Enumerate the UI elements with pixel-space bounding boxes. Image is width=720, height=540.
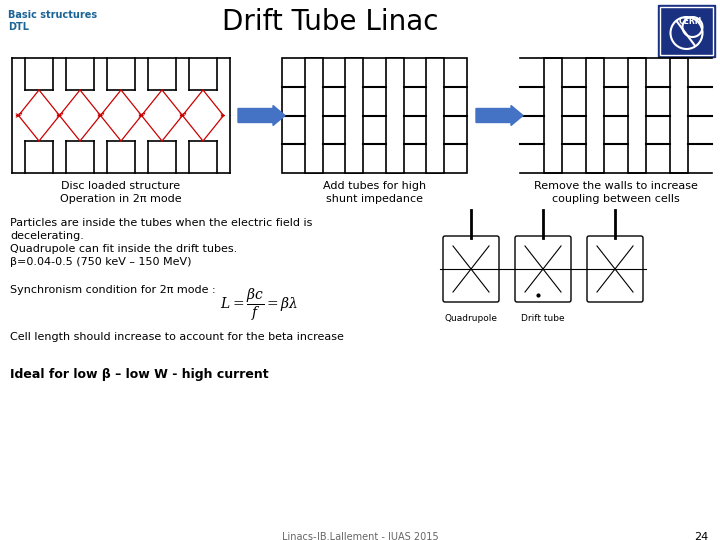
Bar [658,5,715,57]
Bar [628,58,646,173]
Text: $L = \dfrac{\beta c}{f} = \beta\lambda$: $L = \dfrac{\beta c}{f} = \beta\lambda$ [220,287,298,323]
FancyArrow shape [476,105,523,125]
Text: Cell length should increase to account for the beta increase: Cell length should increase to account f… [10,332,344,342]
Text: Linacs-JB.Lallement - JUAS 2015: Linacs-JB.Lallement - JUAS 2015 [282,532,438,540]
Text: Disc loaded structure: Disc loaded structure [61,181,181,191]
Text: CERN: CERN [678,17,702,25]
Bar [282,58,467,173]
Bar [345,58,363,173]
FancyArrow shape [238,105,285,125]
Text: DTL: DTL [8,22,29,32]
Bar [386,58,404,173]
Text: β=0.04-0.5 (750 keV – 150 MeV): β=0.04-0.5 (750 keV – 150 MeV) [10,257,192,267]
Bar [670,58,688,173]
Text: Basic structures: Basic structures [8,10,97,20]
Text: Operation in 2π mode: Operation in 2π mode [60,194,182,204]
FancyBboxPatch shape [587,236,643,302]
Text: Quadrupole: Quadrupole [444,314,498,323]
Text: Synchronism condition for 2π mode :: Synchronism condition for 2π mode : [10,285,226,295]
Text: Drift Tube Linac: Drift Tube Linac [222,8,438,36]
Text: decelerating.: decelerating. [10,231,84,241]
Text: Remove the walls to increase: Remove the walls to increase [534,181,698,191]
Text: shunt impedance: shunt impedance [326,194,423,204]
Bar [586,58,604,173]
Text: Add tubes for high: Add tubes for high [323,181,426,191]
Text: coupling between cells: coupling between cells [552,194,680,204]
Text: Ideal for low β – low W - high current: Ideal for low β – low W - high current [10,368,269,381]
Text: Quadrupole can fit inside the drift tubes.: Quadrupole can fit inside the drift tube… [10,244,238,254]
Bar [426,58,444,173]
Text: 24: 24 [694,532,708,540]
Bar [305,58,323,173]
FancyBboxPatch shape [515,236,571,302]
Text: Particles are inside the tubes when the electric field is: Particles are inside the tubes when the … [10,218,312,228]
Bar [544,58,562,173]
FancyBboxPatch shape [443,236,499,302]
Bar [660,7,713,55]
Text: Drift tube: Drift tube [521,314,564,323]
